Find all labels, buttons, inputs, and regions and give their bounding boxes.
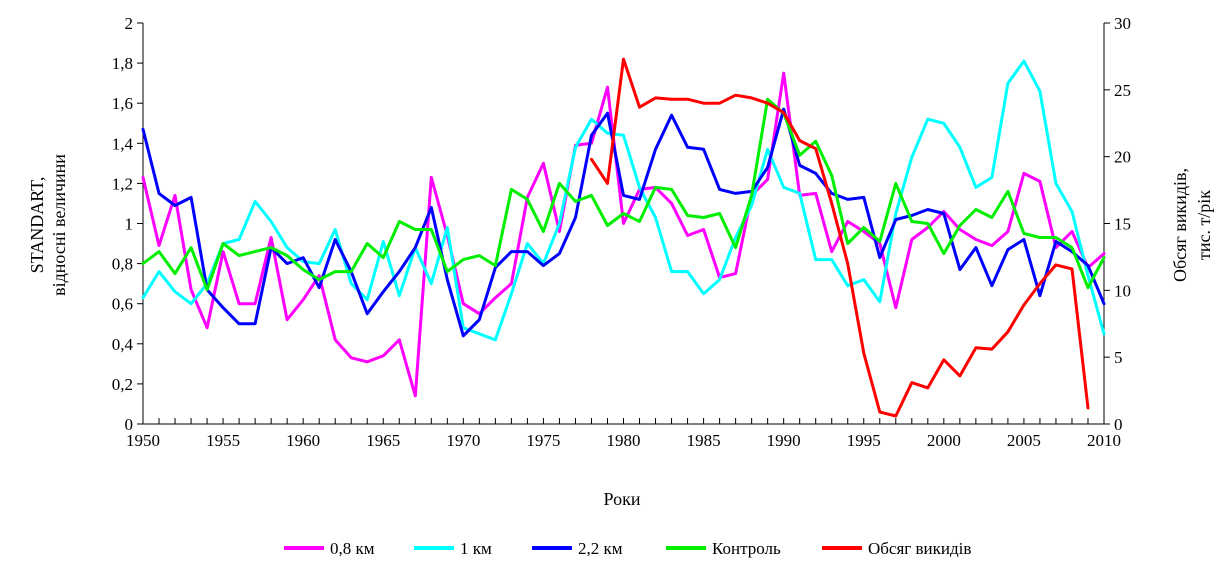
y-right-tick-label: 10: [1114, 281, 1131, 300]
y-right-tick-label: 5: [1114, 348, 1123, 367]
x-tick-label: 2005: [1007, 431, 1041, 450]
x-tick-label: 2000: [927, 431, 961, 450]
y-right-tick-label: 0: [1114, 415, 1123, 434]
y-right-tick-label: 30: [1114, 14, 1131, 33]
legend-label-2: 1 км: [460, 539, 492, 558]
y-right-axis-title-line2: тис. т/рік: [1194, 190, 1214, 260]
x-tick-label: 1980: [607, 431, 641, 450]
series-line-5: [590, 57, 1090, 418]
x-tick-label: 1975: [526, 431, 560, 450]
y-left-axis-title-line2: відносні величини: [49, 154, 69, 296]
series-line-1: [141, 71, 1106, 398]
series-lines: [141, 57, 1106, 418]
y-right-tick-label: 25: [1114, 81, 1131, 100]
y-left-tick-label: 1: [125, 215, 134, 234]
legend: 0,8 км 1 км 2,2 км Контроль Обсяг викидів: [284, 539, 971, 558]
y-left-tick-label: 0,6: [112, 295, 133, 314]
legend-label-5: Обсяг викидів: [868, 539, 971, 558]
y-left-tick-label: 1,4: [112, 134, 134, 153]
legend-label-1: 0,8 км: [330, 539, 375, 558]
legend-label-4: Контроль: [712, 539, 781, 558]
y-right-tick-label: 15: [1114, 215, 1131, 234]
x-tick-label: 1965: [366, 431, 400, 450]
y-left-tick-label: 0,8: [112, 255, 133, 274]
y-left-tick-label: 0,4: [112, 335, 134, 354]
y-left-tick-label: 0: [125, 415, 134, 434]
series-line-2: [141, 59, 1106, 342]
x-tick-label: 1995: [847, 431, 881, 450]
y-left-tick-label: 2: [125, 14, 134, 33]
x-tick-label: 1985: [687, 431, 721, 450]
x-tick-label: 1990: [767, 431, 801, 450]
x-tick-label: 2010: [1087, 431, 1121, 450]
y-left-tick-label: 1,8: [112, 54, 133, 73]
x-tick-label: 1970: [446, 431, 480, 450]
y-right-tick-label: 20: [1114, 148, 1131, 167]
series-line-3: [141, 107, 1106, 338]
y-left-tick-label: 1,6: [112, 94, 133, 113]
axes: [137, 22, 1110, 425]
y-left-tick-label: 0,2: [112, 375, 133, 394]
x-axis-title: Роки: [604, 489, 641, 509]
series-line-4: [141, 97, 1106, 292]
tick-labels: 1950 1955 1960 1965 1970 1975 1980 1985 1990 1995…: [112, 14, 1131, 450]
x-tick-label: 1960: [286, 431, 320, 450]
legend-label-3: 2,2 км: [578, 539, 623, 558]
y-left-tick-label: 1,2: [112, 174, 133, 193]
x-tick-label: 1950: [126, 431, 160, 450]
y-left-axis-title-line1: STANDART,: [27, 177, 47, 274]
y-right-axis-title-line1: Обсяг викидів,: [1170, 168, 1190, 282]
x-tick-label: 1955: [206, 431, 240, 450]
